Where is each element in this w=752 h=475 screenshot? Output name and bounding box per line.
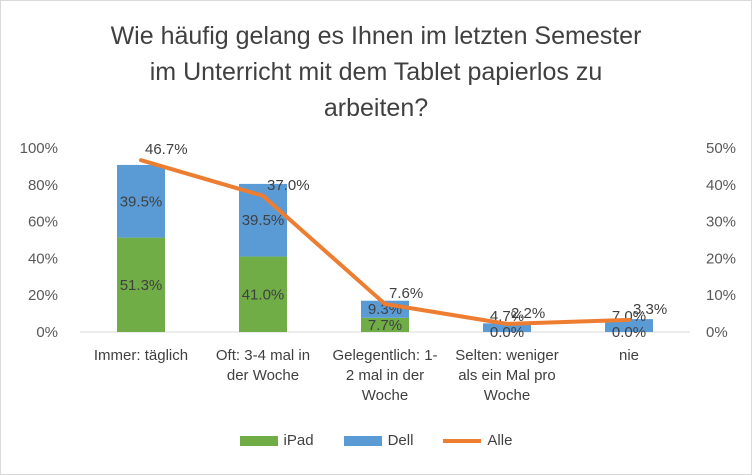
line-alle [139, 158, 631, 326]
bar-ipad [361, 317, 409, 332]
right-axis-tick-label: 0% [706, 324, 728, 341]
left-axis-tick-label: 40% [28, 250, 58, 267]
data-label-ipad: 0.0% [612, 324, 646, 341]
data-label-dell: 39.5% [242, 212, 285, 229]
legend-swatch-dell [343, 435, 382, 446]
right-axis-tick-label: 40% [706, 177, 736, 194]
legend-item-ipad: iPad [239, 432, 314, 449]
data-label-alle: 3.3% [633, 301, 667, 318]
chart-title-line-1: Wie häufig gelang es Ihnen im letzten Se… [110, 22, 642, 50]
data-label-alle: 46.7% [145, 141, 188, 158]
category-label: Woche [362, 387, 408, 404]
bar-dell [605, 319, 653, 332]
right-axis-tick-label: 10% [706, 287, 736, 304]
right-axis-tick-label: 50% [706, 140, 736, 157]
category-label: der Woche [227, 367, 299, 384]
data-label-alle: 37.0% [267, 177, 310, 194]
legend-label-alle: Alle [487, 432, 513, 449]
data-label-dell: 39.5% [120, 193, 163, 210]
bar-ipad [239, 256, 287, 332]
data-label-ipad: 7.7% [368, 317, 402, 334]
category-label: Gelegentlich: 1- [332, 347, 437, 364]
data-label-alle: 7.6% [389, 285, 423, 302]
legend: iPad Dell Alle [0, 432, 752, 449]
legend-item-alle: Alle [443, 432, 512, 449]
left-axis-tick-label: 80% [28, 177, 58, 194]
left-axis-tick-label: 60% [28, 214, 58, 231]
left-axis-tick-label: 0% [36, 324, 58, 341]
category-label: Selten: weniger [455, 347, 558, 364]
legend-swatch-alle [443, 438, 482, 443]
right-axis-tick-label: 20% [706, 250, 736, 267]
chart-title-line-3: arbeiten? [323, 94, 429, 122]
legend-item-dell: Dell [343, 432, 414, 449]
data-label-ipad: 51.3% [120, 277, 163, 294]
category-label: Immer: täglich [94, 347, 188, 364]
bar-dell [117, 164, 165, 238]
category-label: Oft: 3-4 mal in [216, 347, 310, 364]
right-axis-tick-label: 30% [706, 214, 736, 231]
data-label-ipad: 41.0% [242, 286, 285, 303]
chart-title-line-2: im Unterricht mit dem Tablet papierlos z… [149, 58, 603, 86]
legend-swatch-ipad [239, 435, 278, 446]
bar-dell [483, 323, 531, 332]
category-label: als ein Mal pro [458, 367, 556, 384]
left-axis-tick-label: 100% [20, 140, 58, 157]
category-label: 2 mal in der [346, 367, 424, 384]
data-label-ipad: 0.0% [490, 324, 524, 341]
legend-label-ipad: iPad [283, 432, 314, 449]
bar-ipad [117, 237, 165, 332]
category-label: Woche [484, 387, 530, 404]
left-axis-tick-label: 20% [28, 287, 58, 304]
legend-label-dell: Dell [387, 432, 414, 449]
category-label: nie [619, 347, 639, 364]
data-label-alle: 2.2% [511, 305, 545, 322]
